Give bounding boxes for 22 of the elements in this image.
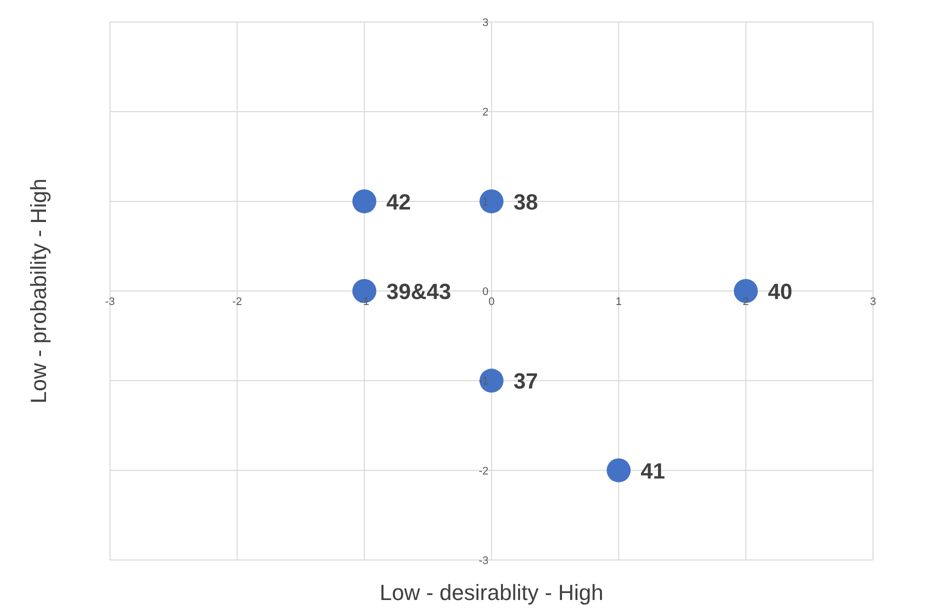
x-tick-label: 3 [870,296,876,308]
annotation: 38 [514,189,538,214]
y-axis-title: Low - probability - High [26,178,51,404]
y-tick-label: -3 [478,555,488,567]
point [606,458,631,482]
y-tick-label: 2 [482,106,488,119]
y-tick-label: 3 [482,17,488,29]
annotation: 42 [386,189,411,214]
point [352,189,376,214]
annotation: 37 [514,368,538,394]
x-tick-label: -2 [232,296,242,308]
point [734,279,758,303]
y-tick-label: -2 [478,465,488,478]
point [480,189,504,214]
x-tick-label: 1 [616,296,622,308]
y-tick-label: 0 [482,286,488,298]
x-axis-title: Low - desirablity - High [380,580,604,605]
x-tick-label: -3 [105,296,115,308]
annotation: 40 [768,279,792,304]
y-tick-label: 1 [482,196,488,208]
annotation: 41 [640,458,666,484]
annotation: 39&43 [386,279,452,304]
